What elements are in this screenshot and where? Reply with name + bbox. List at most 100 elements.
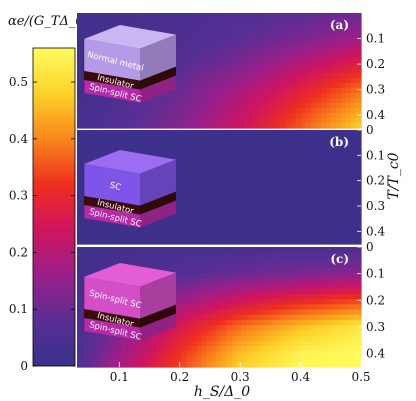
heatmap-cell [241, 154, 248, 161]
heatmap-cell [281, 335, 287, 342]
heatmap-cell [151, 229, 158, 235]
heatmap-cell [96, 356, 103, 363]
heatmap-cell [191, 189, 198, 196]
heatmap-cell [231, 351, 238, 358]
heatmap-cell [151, 13, 158, 19]
heatmap-cell [306, 257, 312, 264]
heatmap-cell [341, 134, 347, 141]
heatmap-cell [311, 273, 317, 279]
heatmap-cell [201, 28, 208, 34]
heatmap-cell [216, 239, 223, 245]
heatmap-cell [281, 130, 287, 136]
heatmap-cell [131, 139, 138, 146]
heatmap-cell [226, 325, 233, 332]
heatmap-cell [286, 38, 292, 44]
heatmap-cell [296, 204, 302, 210]
heatmap-cell [356, 320, 362, 326]
heatmap-cell [96, 118, 103, 124]
heatmap-cell [186, 18, 193, 24]
heatmap-cell [181, 169, 188, 176]
heatmap-cell [281, 293, 287, 300]
heatmap-cell [201, 134, 208, 141]
heatmap-cell [181, 174, 188, 181]
heatmap-cell [126, 340, 133, 347]
heatmap-cell [311, 234, 317, 240]
heatmap-cell [111, 346, 118, 352]
heatmap-cell [181, 43, 188, 49]
heatmap-cell [241, 204, 248, 210]
heatmap-cell [316, 33, 322, 39]
heatmap-cell [286, 123, 292, 129]
heatmap-cell [131, 18, 138, 24]
heatmap-cell [311, 293, 317, 300]
heatmap-cell [146, 23, 153, 29]
heatmap-cell [331, 330, 337, 337]
heatmap-cell [286, 139, 292, 146]
heatmap-cell [311, 113, 317, 119]
heatmap-cell [161, 130, 168, 136]
heatmap-cell [271, 257, 277, 264]
heatmap-cell [77, 43, 83, 49]
heatmap-cell [326, 18, 332, 24]
heatmap-cell [221, 73, 228, 79]
heatmap-cell [251, 252, 257, 259]
heatmap-cell [296, 224, 302, 230]
heatmap-cell [226, 164, 233, 171]
heatmap-cell [306, 283, 312, 290]
heatmap-cell [81, 351, 88, 358]
heatmap-cell [346, 179, 352, 186]
heatmap-cell [261, 199, 267, 205]
heatmap-cell [286, 113, 292, 119]
heatmap-cell [156, 103, 163, 109]
heatmap-cell [231, 219, 238, 225]
heatmap-cell [256, 273, 262, 279]
heatmap-cell [151, 234, 158, 240]
heatmap-cell [236, 340, 243, 347]
heatmap-cell [196, 325, 203, 332]
heatmap-cell [246, 229, 252, 235]
panel-label: (b) [329, 135, 349, 149]
heatmap-cell [201, 139, 208, 146]
heatmap-cell [86, 154, 93, 161]
heatmap-cell [86, 257, 93, 264]
heatmap-cell [246, 257, 252, 264]
heatmap-cell [171, 130, 178, 136]
heatmap-cell [211, 304, 218, 311]
heatmap-cell [121, 346, 128, 352]
heatmap-cell [101, 144, 108, 151]
heatmap-cell [206, 43, 213, 49]
heatmap-cell [321, 189, 327, 196]
heatmap-cell [331, 278, 337, 285]
heatmap-cell [291, 174, 297, 181]
heatmap-cell [306, 78, 312, 84]
heatmap-cell [336, 304, 342, 311]
heatmap-cell [241, 139, 248, 146]
heatmap-cell [251, 93, 257, 99]
heatmap-cell [281, 219, 287, 225]
heatmap-cell [316, 314, 322, 321]
heatmap-cell [166, 224, 173, 230]
heatmap-cell [226, 304, 233, 311]
heatmap-cell [311, 159, 317, 166]
inset-layer-face [84, 39, 140, 81]
heatmap-cell [101, 113, 108, 119]
heatmap-cell [236, 134, 243, 141]
heatmap-cell [81, 13, 88, 19]
heatmap-cell [291, 293, 297, 300]
heatmap-cell [301, 38, 307, 44]
heatmap-cell [251, 224, 257, 230]
heatmap-cell [221, 48, 228, 54]
heatmap-cell [201, 149, 208, 156]
heatmap-cell [301, 179, 307, 186]
heatmap-cell [206, 330, 213, 337]
heatmap-cell [176, 267, 183, 274]
heatmap-cell [221, 118, 228, 124]
heatmap-cell [346, 278, 352, 285]
heatmap-cell [161, 234, 168, 240]
heatmap-cell [216, 346, 223, 352]
heatmap-cell [91, 340, 98, 347]
heatmap-cell [226, 346, 233, 352]
heatmap-cell [226, 73, 233, 79]
heatmap-cell [276, 229, 282, 235]
heatmap-cell [226, 214, 233, 220]
